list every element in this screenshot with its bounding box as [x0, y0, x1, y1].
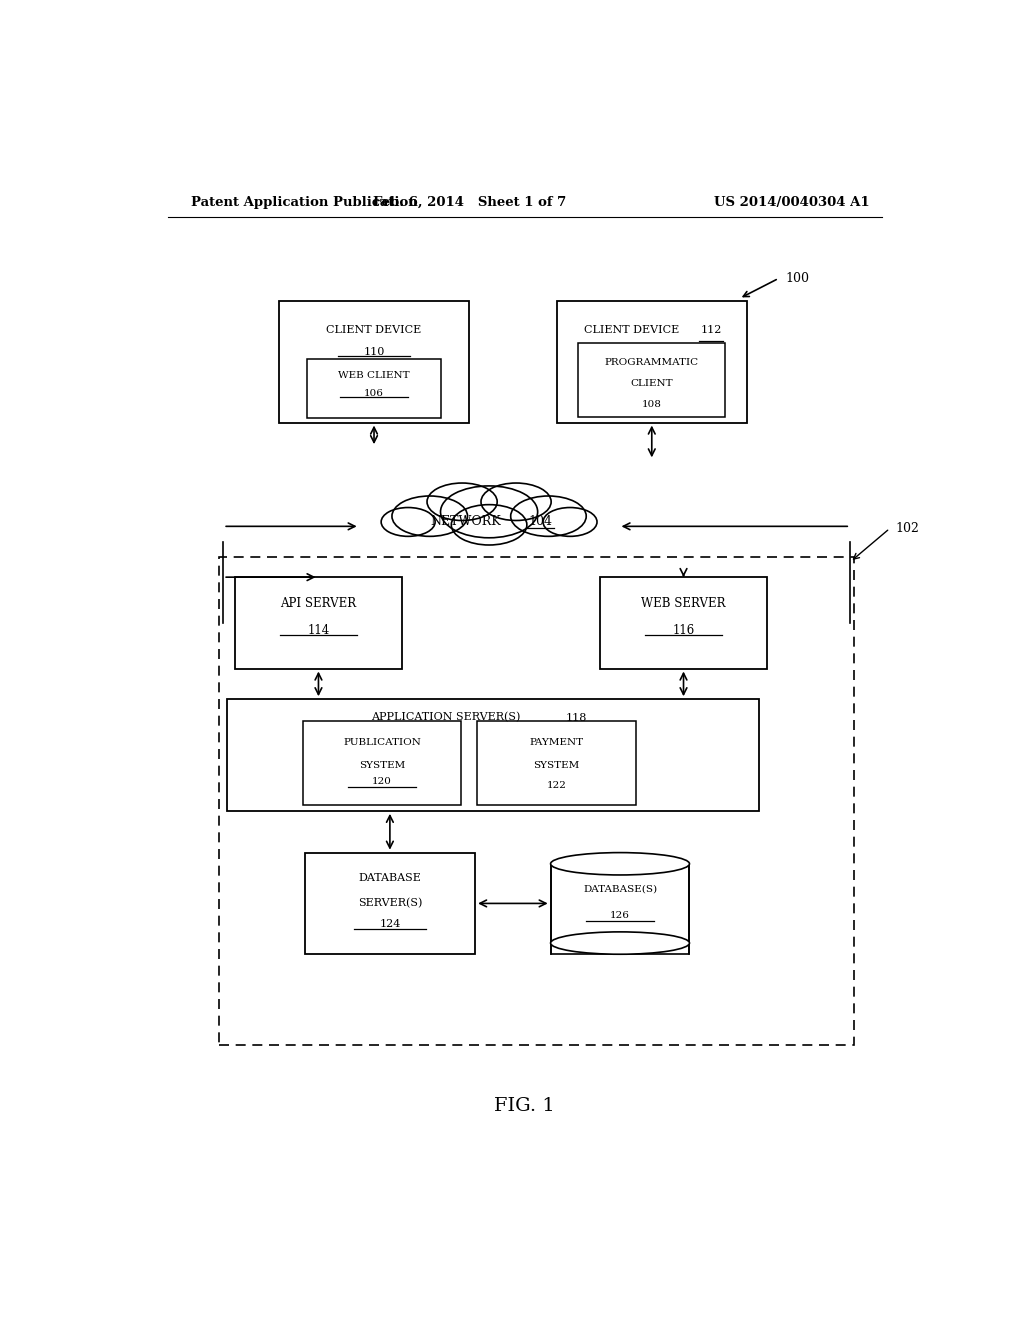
Text: 104: 104: [528, 515, 553, 528]
Text: 108: 108: [642, 400, 662, 409]
Ellipse shape: [381, 507, 435, 536]
Ellipse shape: [392, 496, 468, 536]
Text: FIG. 1: FIG. 1: [495, 1097, 555, 1114]
Text: SYSTEM: SYSTEM: [358, 762, 406, 770]
Ellipse shape: [551, 932, 689, 954]
Text: API SERVER: API SERVER: [281, 597, 356, 610]
Text: 106: 106: [365, 388, 384, 397]
Text: 126: 126: [610, 911, 630, 920]
Text: DATABASE: DATABASE: [358, 873, 421, 883]
Text: NETWORK: NETWORK: [430, 515, 501, 528]
Ellipse shape: [543, 507, 597, 536]
Bar: [219, 557, 854, 1044]
Text: US 2014/0040304 A1: US 2014/0040304 A1: [715, 195, 870, 209]
Bar: [477, 722, 636, 805]
Text: Feb. 6, 2014   Sheet 1 of 7: Feb. 6, 2014 Sheet 1 of 7: [373, 195, 566, 209]
Bar: [600, 577, 767, 669]
Text: 122: 122: [547, 781, 566, 791]
Text: CLIENT: CLIENT: [631, 379, 673, 388]
Text: 116: 116: [673, 623, 694, 636]
Ellipse shape: [427, 483, 498, 520]
Text: DATABASE(S): DATABASE(S): [583, 884, 657, 894]
Text: 120: 120: [372, 777, 392, 785]
Text: 124: 124: [379, 919, 400, 929]
Text: 100: 100: [785, 272, 809, 285]
Text: WEB SERVER: WEB SERVER: [641, 597, 726, 610]
Ellipse shape: [481, 483, 551, 520]
Text: SYSTEM: SYSTEM: [534, 762, 580, 770]
Ellipse shape: [551, 853, 689, 875]
Text: 118: 118: [565, 713, 587, 722]
Text: SERVER(S): SERVER(S): [357, 899, 422, 908]
Bar: [557, 301, 748, 422]
Bar: [227, 700, 759, 810]
Text: 110: 110: [364, 347, 385, 356]
Text: PAYMENT: PAYMENT: [529, 738, 584, 747]
Bar: [236, 577, 401, 669]
Text: CLIENT DEVICE: CLIENT DEVICE: [585, 325, 680, 335]
Bar: [279, 301, 469, 422]
Text: 102: 102: [895, 521, 920, 535]
Ellipse shape: [440, 486, 538, 537]
Text: PUBLICATION: PUBLICATION: [343, 738, 421, 747]
Ellipse shape: [452, 504, 527, 545]
Text: Patent Application Publication: Patent Application Publication: [191, 195, 418, 209]
Bar: [303, 722, 461, 805]
Text: CLIENT DEVICE: CLIENT DEVICE: [327, 325, 422, 335]
Bar: [304, 853, 475, 954]
Text: WEB CLIENT: WEB CLIENT: [338, 371, 410, 380]
Text: 112: 112: [700, 325, 722, 335]
Text: APPLICATION SERVER(S): APPLICATION SERVER(S): [371, 713, 520, 722]
Text: PROGRAMMATIC: PROGRAMMATIC: [605, 358, 698, 367]
Ellipse shape: [511, 496, 586, 536]
Bar: [306, 359, 441, 417]
Bar: [579, 343, 725, 417]
Bar: [551, 863, 689, 954]
Text: 114: 114: [307, 623, 330, 636]
